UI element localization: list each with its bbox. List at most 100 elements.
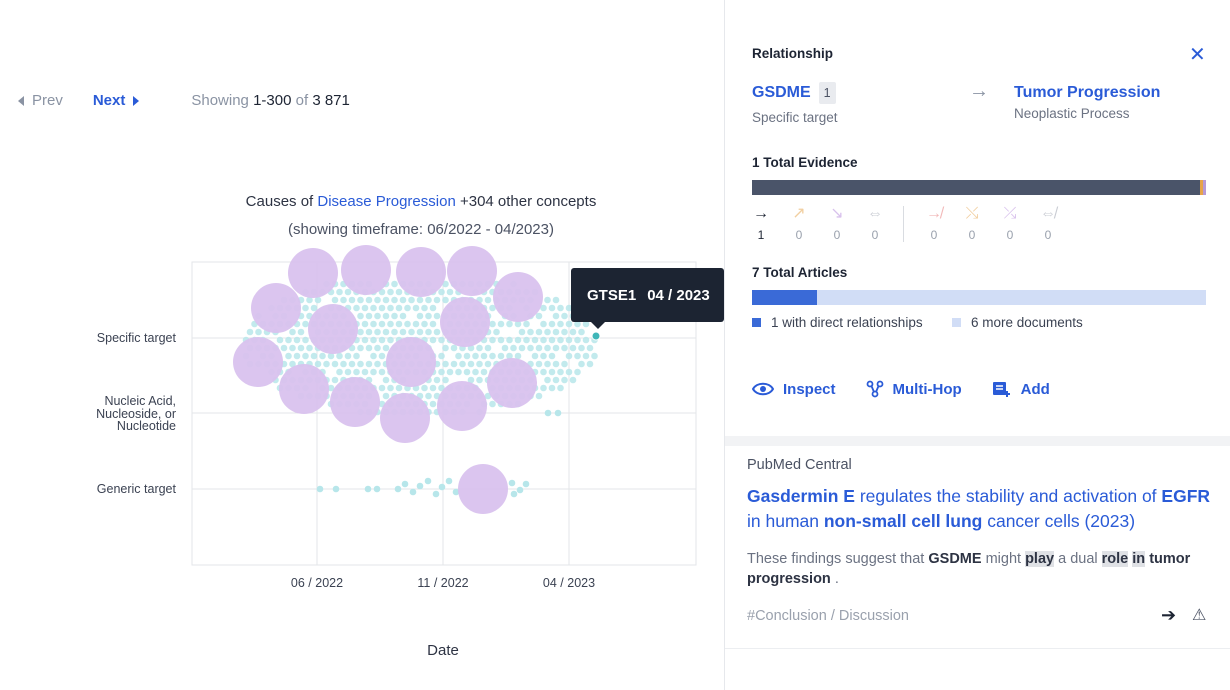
small-data-point[interactable]	[497, 336, 505, 344]
large-data-point[interactable]	[493, 272, 543, 322]
large-data-point[interactable]	[396, 247, 446, 297]
small-data-point[interactable]	[484, 296, 492, 304]
small-data-point[interactable]	[429, 384, 437, 392]
small-data-point[interactable]	[510, 344, 517, 352]
small-data-point[interactable]	[480, 352, 488, 360]
small-data-point[interactable]	[433, 312, 441, 320]
small-data-point[interactable]	[557, 368, 564, 376]
evidence-bidirectional[interactable]: ⇔ 0	[865, 204, 885, 242]
small-data-point[interactable]	[306, 344, 313, 352]
small-data-point[interactable]	[497, 320, 505, 328]
small-data-point[interactable]	[293, 336, 301, 344]
small-data-point[interactable]	[582, 320, 590, 328]
small-data-point[interactable]	[387, 384, 394, 392]
evidence-neg-up[interactable]: ⤯ 0	[962, 204, 982, 242]
small-data-point[interactable]	[561, 360, 568, 368]
small-data-point[interactable]	[497, 352, 505, 360]
large-data-point[interactable]	[341, 245, 391, 295]
small-data-point[interactable]	[472, 368, 479, 376]
inspect-button[interactable]: Inspect	[752, 380, 836, 398]
small-data-point[interactable]	[442, 280, 449, 288]
small-data-point[interactable]	[365, 312, 373, 320]
small-data-point[interactable]	[429, 400, 437, 408]
small-data-point[interactable]	[540, 368, 547, 376]
small-data-point[interactable]	[310, 352, 318, 360]
small-data-point[interactable]	[361, 304, 369, 312]
small-data-point[interactable]	[374, 328, 381, 336]
small-data-point[interactable]	[391, 312, 398, 320]
small-data-point[interactable]	[297, 328, 305, 336]
small-data-point[interactable]	[293, 352, 301, 360]
small-data-point[interactable]	[438, 352, 445, 360]
small-data-point[interactable]	[344, 368, 352, 376]
small-data-point[interactable]	[582, 336, 590, 344]
small-data-point[interactable]	[514, 352, 522, 360]
small-data-point[interactable]	[331, 296, 339, 304]
small-data-point[interactable]	[506, 352, 513, 360]
small-data-point[interactable]	[450, 360, 458, 368]
small-data-point[interactable]	[438, 483, 446, 491]
small-data-point[interactable]	[373, 485, 381, 493]
evidence-neg-direct[interactable]: ↛ 0	[924, 204, 944, 242]
small-data-point[interactable]	[518, 344, 526, 352]
small-data-point[interactable]	[455, 352, 462, 360]
small-data-point[interactable]	[433, 328, 441, 336]
small-data-point[interactable]	[344, 352, 352, 360]
large-data-point[interactable]	[447, 246, 497, 296]
small-data-point[interactable]	[285, 336, 292, 344]
small-data-point[interactable]	[370, 368, 377, 376]
small-data-point[interactable]	[432, 490, 440, 498]
small-data-point[interactable]	[489, 320, 496, 328]
small-data-point[interactable]	[336, 288, 343, 296]
small-data-point[interactable]	[391, 296, 398, 304]
small-data-point[interactable]	[361, 320, 369, 328]
small-data-point[interactable]	[523, 320, 530, 328]
small-data-point[interactable]	[544, 360, 551, 368]
small-data-point[interactable]	[565, 336, 573, 344]
small-data-point[interactable]	[348, 296, 356, 304]
small-data-point[interactable]	[340, 296, 347, 304]
small-data-point[interactable]	[548, 304, 556, 312]
small-data-point[interactable]	[548, 320, 556, 328]
small-data-point[interactable]	[408, 296, 415, 304]
small-data-point[interactable]	[535, 328, 543, 336]
small-data-point[interactable]	[531, 352, 539, 360]
small-data-point[interactable]	[489, 304, 496, 312]
small-data-point[interactable]	[582, 352, 590, 360]
small-data-point[interactable]	[382, 344, 390, 352]
small-data-point[interactable]	[302, 336, 309, 344]
small-data-point[interactable]	[578, 360, 585, 368]
small-data-point[interactable]	[574, 336, 581, 344]
small-data-point[interactable]	[561, 328, 568, 336]
small-data-point[interactable]	[327, 352, 335, 360]
small-data-point[interactable]	[404, 304, 411, 312]
small-data-point[interactable]	[429, 336, 437, 344]
evidence-neg-both[interactable]: ⇎ 0	[1038, 204, 1058, 242]
small-data-point[interactable]	[353, 304, 360, 312]
small-data-point[interactable]	[522, 480, 530, 488]
small-data-point[interactable]	[445, 477, 453, 485]
small-data-point[interactable]	[382, 376, 390, 384]
small-data-point[interactable]	[344, 288, 352, 296]
small-data-point[interactable]	[412, 304, 420, 312]
small-data-point[interactable]	[489, 400, 496, 408]
small-data-point[interactable]	[452, 488, 460, 496]
small-data-point[interactable]	[378, 336, 386, 344]
small-data-point[interactable]	[302, 304, 309, 312]
small-data-point[interactable]	[306, 296, 313, 304]
small-data-point[interactable]	[297, 344, 305, 352]
small-data-point[interactable]	[374, 360, 381, 368]
large-data-point[interactable]	[386, 337, 436, 387]
small-data-point[interactable]	[378, 320, 386, 328]
small-data-point[interactable]	[535, 312, 543, 320]
small-data-point[interactable]	[493, 328, 500, 336]
small-data-point[interactable]	[348, 360, 356, 368]
open-article-arrow-icon[interactable]: ➔	[1161, 605, 1177, 625]
small-data-point[interactable]	[370, 304, 377, 312]
small-data-point[interactable]	[399, 312, 407, 320]
small-data-point[interactable]	[424, 477, 432, 485]
small-data-point[interactable]	[357, 312, 364, 320]
small-data-point[interactable]	[331, 376, 339, 384]
small-data-point[interactable]	[467, 376, 475, 384]
small-data-point[interactable]	[357, 360, 364, 368]
